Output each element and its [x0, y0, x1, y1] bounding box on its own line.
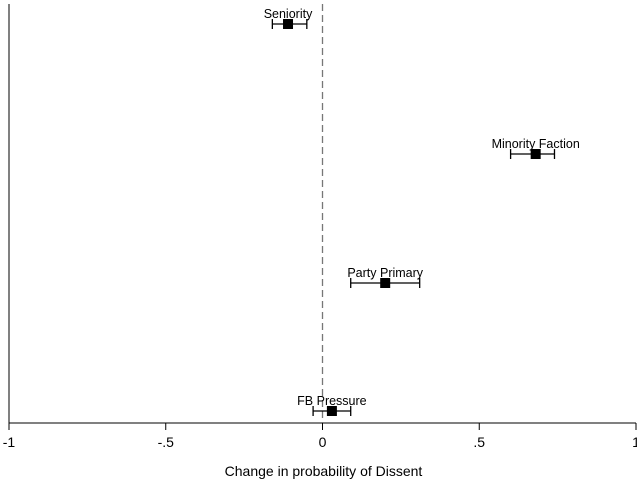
x-axis-ticks: -1 -.5 0 .5 1	[3, 423, 637, 450]
x-axis-title: Change in probability of Dissent	[225, 463, 423, 479]
point-label: Minority Faction	[492, 137, 580, 151]
estimate-group: FB Pressure	[297, 394, 367, 416]
axes	[8, 4, 636, 424]
point-marker	[530, 149, 541, 159]
point-marker	[380, 278, 391, 288]
x-tick-label: -.5	[158, 434, 175, 450]
estimate-group: Minority Faction	[492, 137, 580, 159]
point-label: Party Primary	[347, 266, 423, 280]
x-tick-label: .5	[473, 434, 485, 450]
estimate-group: Seniority	[264, 7, 313, 29]
x-tick-label: 0	[319, 434, 327, 450]
point-marker	[326, 406, 337, 416]
x-tick-label: -1	[3, 434, 16, 450]
point-marker	[283, 19, 294, 29]
estimate-group: Party Primary	[347, 266, 424, 288]
point-label: Seniority	[264, 7, 313, 21]
point-label: FB Pressure	[297, 394, 367, 408]
estimates: Seniority Minority Faction Party Primary FB…	[264, 7, 580, 416]
x-tick-label: 1	[632, 434, 637, 450]
